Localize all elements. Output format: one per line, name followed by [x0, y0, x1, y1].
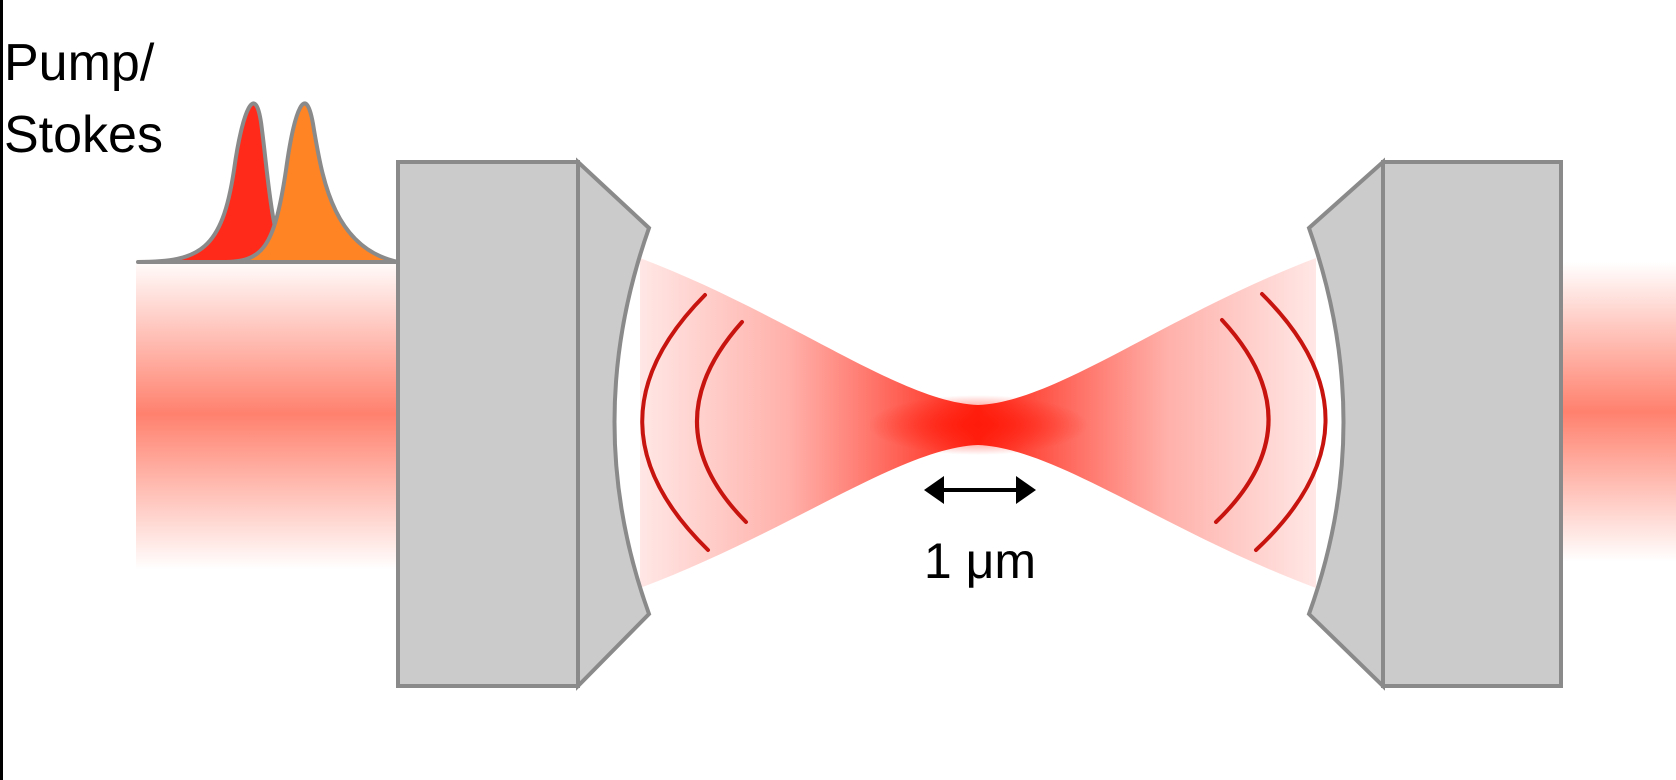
scale-bar-arrow-right [1016, 476, 1036, 504]
right-mirror [1306, 157, 1563, 691]
left-mirror-concave-surface [576, 157, 652, 691]
right-mirror-concave-surface [1306, 157, 1385, 691]
pulse-label-line1: Pump/ [4, 34, 155, 92]
left-wavefronts [640, 293, 748, 552]
wavefront-left-inner [695, 320, 748, 524]
pulses [136, 101, 400, 264]
beam-waist-glow [868, 395, 1088, 455]
right-wavefronts [1214, 292, 1328, 552]
wavefront-right-outer [1254, 292, 1328, 552]
output-beam [1560, 262, 1676, 562]
left-mirror-substrate [396, 160, 580, 688]
input-beam [136, 258, 398, 570]
wavefront-right-inner [1214, 318, 1271, 524]
pulse-label-line2: Stokes [4, 106, 163, 164]
image-frame-edge [0, 0, 3, 780]
stokes-pulse [220, 101, 400, 264]
right-mirror-substrate [1381, 160, 1563, 688]
pump-pulse [136, 101, 292, 264]
scale-bar-arrow-left [924, 476, 944, 504]
scale-bar-label: 1 μm [924, 533, 1036, 589]
left-mirror [396, 157, 652, 691]
wavefront-left-outer [640, 293, 710, 552]
scale-bar [924, 476, 1036, 504]
